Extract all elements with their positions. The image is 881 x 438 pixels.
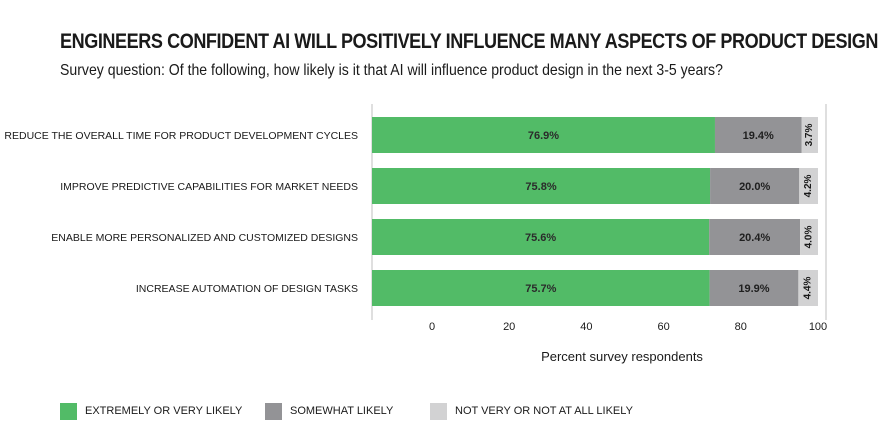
chart-subtitle: Survey question: Of the following, how l…	[60, 62, 723, 79]
data-label: 4.2%	[803, 174, 814, 197]
chart-title: ENGINEERS CONFIDENT AI WILL POSITIVELY I…	[60, 30, 878, 53]
bar-segment-2	[798, 270, 818, 306]
x-tick-label: 20	[503, 321, 515, 333]
category-label: IMPROVE PREDICTIVE CAPABILITIES FOR MARK…	[60, 181, 358, 193]
legend-swatch-not-likely	[430, 402, 447, 420]
x-tick-label: 40	[580, 321, 592, 333]
bar-segment-1	[709, 219, 801, 255]
legend-item-somewhat: SOMEWHAT LIKELY	[265, 401, 393, 421]
x-tick-label: 80	[735, 321, 747, 333]
legend-item-extremely: EXTREMELY OR VERY LIKELY	[60, 401, 242, 421]
bar-segment-2	[799, 168, 818, 204]
data-label: 75.6%	[525, 232, 556, 244]
data-label: 75.8%	[525, 181, 556, 193]
data-label: 76.9%	[528, 130, 559, 142]
legend-item-not-likely: NOT VERY OR NOT AT ALL LIKELY	[430, 401, 633, 421]
category-label: ENABLE MORE PERSONALIZED AND CUSTOMIZED …	[51, 232, 358, 244]
category-label: INCREASE AUTOMATION OF DESIGN TASKS	[136, 283, 358, 295]
data-label: 20.4%	[739, 232, 770, 244]
bar-segment-0	[372, 270, 710, 306]
data-label: 4.0%	[804, 225, 815, 248]
data-label: 20.0%	[739, 181, 770, 193]
x-tick-label: 0	[429, 321, 435, 333]
legend-swatch-somewhat	[265, 402, 282, 420]
bar-segment-0	[372, 219, 710, 255]
category-label: REDUCE THE OVERALL TIME FOR PRODUCT DEVE…	[4, 130, 358, 142]
bar-segment-2	[800, 219, 818, 255]
x-tick-label: 100	[809, 321, 827, 333]
x-tick-label: 60	[657, 321, 669, 333]
data-label: 19.4%	[743, 130, 774, 142]
bar-segment-0	[372, 168, 711, 204]
data-label: 19.9%	[738, 283, 769, 295]
data-label: 3.7%	[804, 123, 815, 146]
bar-segment-2	[801, 117, 818, 153]
bar-segment-1	[710, 168, 800, 204]
legend-swatch-extremely	[60, 402, 77, 420]
bar-segment-1	[714, 117, 802, 153]
bar-segment-1	[709, 270, 799, 306]
data-label: 75.7%	[525, 283, 556, 295]
stacked-bar-chart: REDUCE THE OVERALL TIME FOR PRODUCT DEVE…	[4, 104, 827, 364]
legend-label-extremely: EXTREMELY OR VERY LIKELY	[85, 405, 243, 417]
bar-segment-0	[372, 117, 715, 153]
legend-label-somewhat: SOMEWHAT LIKELY	[290, 405, 394, 417]
legend-label-not-likely: NOT VERY OR NOT AT ALL LIKELY	[455, 405, 633, 417]
x-axis-label: Percent survey respondents	[541, 349, 703, 364]
data-label: 4.4%	[803, 276, 814, 299]
